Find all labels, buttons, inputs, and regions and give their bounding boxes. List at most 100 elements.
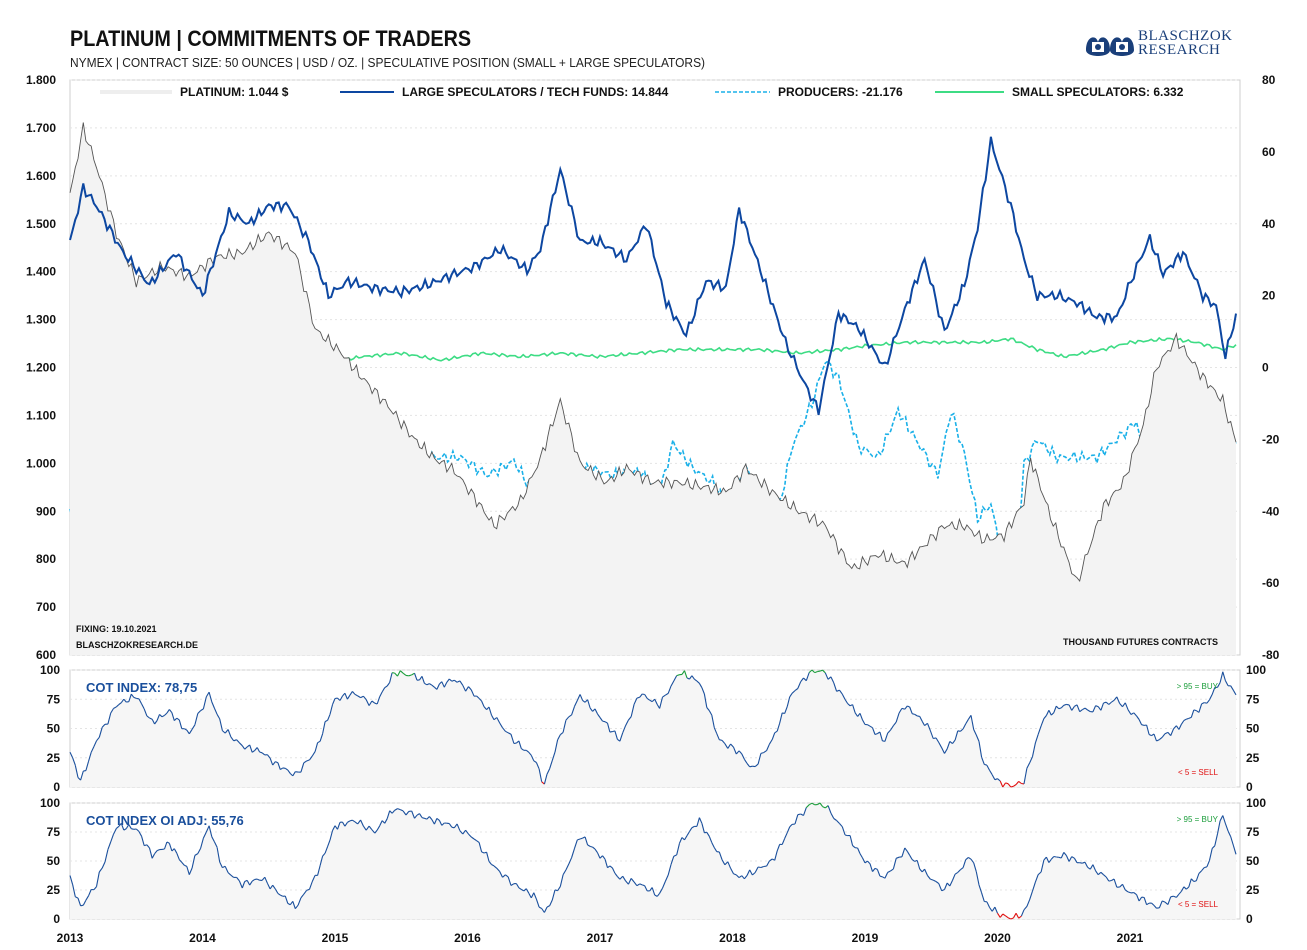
cot-line-segment [1141, 724, 1145, 726]
x-axis-tick: 2015 [322, 931, 349, 945]
cot-line-segment [1198, 870, 1202, 874]
cot-line-segment [342, 821, 346, 827]
cot-line-segment [874, 867, 878, 870]
cot-line-segment [571, 706, 576, 716]
cot-line-segment [1217, 682, 1221, 688]
cot-line-segment [599, 855, 603, 859]
cot-line-segment [562, 869, 567, 875]
cot-line-segment [644, 694, 648, 699]
cot-line-segment [879, 875, 883, 878]
cot-index-label: COT INDEX OI ADJ: 55,76 [86, 813, 244, 828]
cot-line-segment [249, 744, 253, 753]
cot-line-segment [499, 871, 503, 878]
cot-line-segment [151, 718, 156, 725]
cot-line-segment [261, 876, 266, 881]
cot-line-segment [1060, 852, 1065, 859]
cot-left-tick: 25 [47, 883, 61, 897]
cot-line-segment [303, 890, 308, 895]
cot-line-segment [991, 906, 996, 912]
cot-line-segment [1146, 902, 1150, 906]
cot-line-segment [776, 844, 781, 852]
cot-line-segment [986, 901, 991, 908]
cot-line-segment [272, 761, 276, 766]
cot-line-segment [309, 755, 313, 761]
cot-line-segment [625, 880, 629, 885]
cot-line-segment [938, 883, 943, 892]
cot-line-segment [627, 878, 632, 885]
cot-line-segment [1167, 732, 1172, 736]
cot-line-segment [468, 833, 472, 838]
cot-line-segment [399, 670, 404, 674]
cot-line-segment [365, 825, 370, 831]
cot-line-segment [329, 704, 334, 715]
cot-line-segment [611, 867, 616, 874]
cot-line-segment [766, 860, 770, 867]
cot-line-segment [664, 874, 669, 882]
cot-line-segment [181, 862, 185, 866]
cot-line-segment [803, 677, 807, 682]
cot-line-segment [1084, 861, 1089, 868]
cot-line-segment [1173, 725, 1177, 730]
cot-line-segment [1095, 705, 1099, 708]
cot-line-segment [919, 716, 923, 722]
left-axis-tick: 1.000 [26, 456, 56, 470]
cot-line-segment [1219, 815, 1224, 822]
cot-line-segment [533, 760, 537, 763]
cot-line-segment [344, 692, 348, 700]
cot-line-segment [814, 671, 818, 674]
cot-line-segment [791, 690, 796, 694]
cot-line-segment [1029, 756, 1034, 764]
cot-line-segment [224, 866, 229, 873]
cot-line-segment [639, 883, 643, 886]
cot-line-segment [322, 852, 326, 857]
cot-line-segment [493, 717, 498, 721]
cot-line-segment [1031, 881, 1036, 892]
cot-line-segment [446, 678, 450, 683]
cot-line-segment [481, 851, 485, 854]
x-axis: 2013 2014 2015 2016 2017 2018 2019 2020 2021 [57, 931, 1144, 945]
cot-line-segment [1034, 734, 1039, 744]
cot-line-segment [1170, 728, 1175, 736]
cot-line-segment [749, 765, 753, 768]
cot-line-segment [599, 717, 603, 722]
cot-line-segment [507, 876, 512, 886]
cot-line-segment [131, 828, 134, 830]
cot-line-segment [989, 770, 993, 775]
cot-line-segment [1232, 690, 1237, 696]
cot-line-segment [533, 892, 537, 900]
cot-line-segment [354, 693, 358, 697]
cot-line-segment [1143, 897, 1148, 905]
cot-line-segment [405, 811, 410, 816]
cot-line-segment [1124, 702, 1129, 711]
cot-line-segment [1005, 782, 1009, 785]
legend-label: LARGE SPECULATORS / TECH FUNDS: 14.844 [402, 85, 669, 99]
cot-line-segment [236, 739, 240, 744]
cot-line-segment [116, 825, 120, 829]
cot-line-segment [892, 858, 897, 870]
cot-line-segment [251, 878, 256, 882]
cot-line-segment [808, 802, 813, 806]
cot-line-segment [419, 813, 423, 818]
cot-line-segment [1133, 712, 1138, 717]
cot-line-segment [633, 697, 638, 705]
x-axis-tick: 2021 [1117, 931, 1144, 945]
cot-line-segment [932, 879, 937, 882]
cot-line-segment [386, 682, 391, 687]
cot-line-segment [1170, 895, 1174, 898]
cot-line-segment [614, 730, 618, 740]
cot-line-segment [1015, 912, 1020, 919]
cot-line-segment [368, 825, 373, 831]
cot-line-segment [1164, 901, 1169, 906]
cot-line-segment [1130, 712, 1135, 715]
cot-line-segment [769, 858, 773, 862]
cot-line-segment [141, 836, 145, 846]
cot-line-segment [841, 693, 846, 700]
cot-line-segment [1167, 896, 1172, 905]
cot-line-segment [994, 906, 999, 914]
cot-line-segment [376, 696, 381, 705]
cot-line-segment [576, 694, 581, 701]
cot-line-segment [794, 688, 799, 692]
cot-line-segment [227, 729, 232, 738]
cot-line-segment [327, 714, 331, 721]
